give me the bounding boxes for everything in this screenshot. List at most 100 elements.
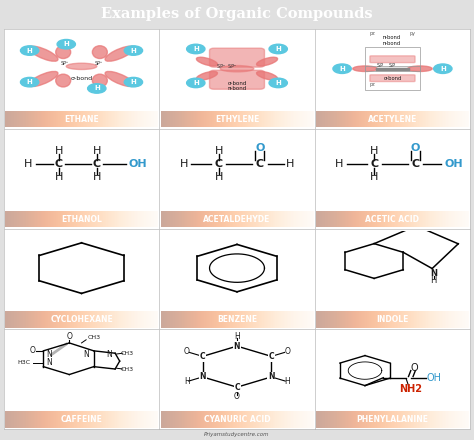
- Text: pz: pz: [370, 31, 375, 36]
- Text: CH3: CH3: [87, 335, 100, 340]
- Circle shape: [20, 77, 39, 87]
- Text: O: O: [66, 332, 72, 341]
- Text: H: H: [130, 79, 137, 85]
- Text: σ-bond: σ-bond: [71, 76, 92, 81]
- Text: BENZENE: BENZENE: [217, 315, 257, 324]
- Circle shape: [88, 84, 106, 93]
- Circle shape: [434, 64, 452, 73]
- Text: O: O: [30, 346, 36, 356]
- Text: Examples of Organic Compounds: Examples of Organic Compounds: [101, 7, 373, 21]
- Text: π-bond: π-bond: [383, 41, 401, 46]
- Text: ETHYLENE: ETHYLENE: [215, 114, 259, 124]
- Circle shape: [20, 46, 39, 55]
- Text: σ-bond: σ-bond: [228, 81, 246, 85]
- Text: H: H: [24, 159, 32, 169]
- Text: H: H: [27, 79, 33, 85]
- Text: SP³: SP³: [61, 61, 69, 66]
- Text: ETHANOL: ETHANOL: [61, 215, 102, 224]
- Text: H: H: [130, 48, 137, 54]
- Text: C: C: [55, 159, 63, 169]
- Text: ACETIC ACID: ACETIC ACID: [365, 215, 419, 224]
- Text: CH3: CH3: [121, 351, 134, 356]
- Ellipse shape: [408, 66, 432, 71]
- Text: H: H: [370, 172, 378, 183]
- Text: SP    SP: SP SP: [377, 63, 395, 68]
- Text: H: H: [193, 80, 199, 86]
- Text: O: O: [284, 347, 290, 356]
- Text: O: O: [234, 392, 240, 401]
- Text: H: H: [234, 332, 240, 341]
- Circle shape: [187, 78, 205, 88]
- Text: H3C: H3C: [17, 360, 30, 365]
- Ellipse shape: [66, 63, 97, 70]
- Text: NH2: NH2: [399, 384, 422, 394]
- Text: CYANURIC ACID: CYANURIC ACID: [204, 415, 270, 424]
- Text: H: H: [193, 46, 199, 52]
- Text: H: H: [275, 46, 281, 52]
- Text: N: N: [46, 350, 52, 359]
- Text: CYCLOHEXANE: CYCLOHEXANE: [50, 315, 113, 324]
- Text: H: H: [339, 66, 345, 72]
- Text: C: C: [215, 159, 223, 169]
- Text: N: N: [46, 358, 52, 367]
- Text: INDOLE: INDOLE: [376, 315, 409, 324]
- Text: N: N: [430, 269, 437, 278]
- Text: H: H: [179, 159, 188, 169]
- Text: OH: OH: [128, 159, 147, 169]
- Ellipse shape: [92, 46, 107, 59]
- Text: CAFFEINE: CAFFEINE: [61, 415, 102, 424]
- Text: O: O: [410, 363, 418, 373]
- Text: py: py: [410, 31, 415, 36]
- Ellipse shape: [353, 66, 377, 71]
- Text: ACETALDEHYDE: ACETALDEHYDE: [203, 215, 271, 224]
- Ellipse shape: [196, 71, 218, 80]
- Text: C: C: [256, 159, 264, 169]
- Text: N: N: [83, 350, 89, 359]
- Text: H: H: [94, 85, 100, 92]
- Ellipse shape: [56, 46, 71, 59]
- Text: H: H: [335, 159, 343, 169]
- Circle shape: [269, 78, 287, 88]
- Text: SP³: SP³: [94, 61, 102, 66]
- Text: H: H: [440, 66, 446, 72]
- Text: ETHANE: ETHANE: [64, 114, 99, 124]
- Text: C: C: [411, 159, 419, 169]
- Text: N: N: [200, 372, 206, 381]
- Text: Priyamstudycentre.com: Priyamstudycentre.com: [204, 432, 270, 437]
- Text: C: C: [234, 383, 240, 392]
- Text: H: H: [430, 276, 437, 285]
- Circle shape: [269, 44, 287, 54]
- Text: H: H: [64, 41, 69, 47]
- FancyBboxPatch shape: [210, 48, 264, 67]
- Text: N: N: [234, 341, 240, 351]
- Text: H: H: [184, 377, 190, 386]
- Ellipse shape: [29, 46, 58, 61]
- Text: H: H: [286, 159, 295, 169]
- Text: H: H: [275, 80, 281, 86]
- Circle shape: [57, 40, 75, 49]
- Text: PHENYLALANINE: PHENYLALANINE: [356, 415, 428, 424]
- FancyBboxPatch shape: [210, 70, 264, 89]
- Circle shape: [124, 77, 143, 87]
- Text: pz: pz: [370, 82, 375, 87]
- Ellipse shape: [220, 66, 254, 72]
- Ellipse shape: [29, 71, 58, 87]
- Text: SP²  SP²: SP² SP²: [217, 63, 236, 69]
- Ellipse shape: [92, 74, 107, 87]
- Text: OH: OH: [444, 159, 463, 169]
- Text: O: O: [410, 143, 420, 153]
- Text: π-bond: π-bond: [228, 86, 246, 91]
- Text: H: H: [215, 172, 223, 183]
- Ellipse shape: [56, 74, 71, 87]
- Text: O: O: [184, 347, 190, 356]
- Circle shape: [124, 46, 143, 55]
- Text: H: H: [284, 377, 290, 386]
- Circle shape: [333, 64, 351, 73]
- Text: ACETYLENE: ACETYLENE: [368, 114, 417, 124]
- Ellipse shape: [105, 71, 134, 87]
- Text: σ-bond: σ-bond: [383, 76, 401, 81]
- Text: O: O: [255, 143, 264, 153]
- Text: OH: OH: [426, 373, 441, 383]
- Text: H: H: [92, 172, 101, 183]
- Ellipse shape: [256, 57, 278, 66]
